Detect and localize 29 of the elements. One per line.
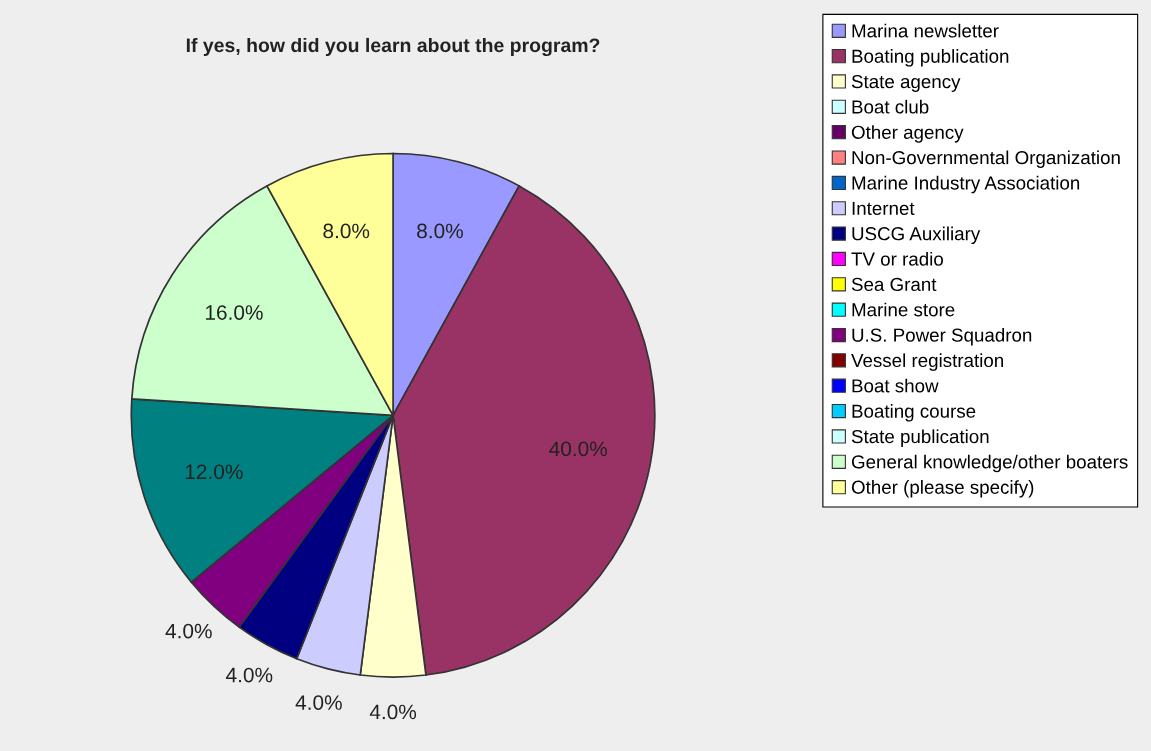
legend-label: State publication (851, 429, 989, 447)
legend-label: Boating course (852, 404, 976, 422)
legend-label: U.S. Power Squadron (852, 327, 1032, 346)
legend-label: Marine Industry Association (852, 175, 1080, 194)
data-label: 4.0% (226, 667, 273, 683)
legend-label: Sea Grant (851, 277, 937, 292)
legend-label: USCG Auxiliary (852, 226, 981, 245)
legend-label: Boat show (852, 378, 939, 393)
legend-label: Marine store (852, 302, 955, 317)
data-label: 12.0% (185, 464, 243, 480)
legend-label: Boating publication (852, 49, 1009, 67)
legend-label: Marina newsletter (852, 23, 999, 38)
data-label: 4.0% (369, 704, 417, 720)
legend-label: Non-Governmental Organization (852, 150, 1120, 168)
legend-label: Other agency (851, 125, 964, 143)
legend-label: State agency (851, 74, 961, 92)
legend-label: TV or radio (851, 251, 943, 266)
data-label: 4.0% (295, 695, 342, 710)
data-label: 16.0% (205, 305, 263, 320)
data-label: 8.0% (417, 223, 463, 239)
legend-label: Other (please specify) (851, 480, 1034, 498)
legend-label: Boat club (852, 99, 929, 114)
data-label: 4.0% (165, 623, 212, 639)
legend-label: Internet (852, 201, 915, 215)
data-label: 8.0% (323, 223, 370, 239)
text: If yes, how did you learn about the program? (186, 37, 600, 57)
data-label: 40.0% (549, 441, 607, 457)
legend-label: General knowledge/other boaters (851, 454, 1128, 473)
legend-label: Vessel registration (851, 353, 1003, 371)
